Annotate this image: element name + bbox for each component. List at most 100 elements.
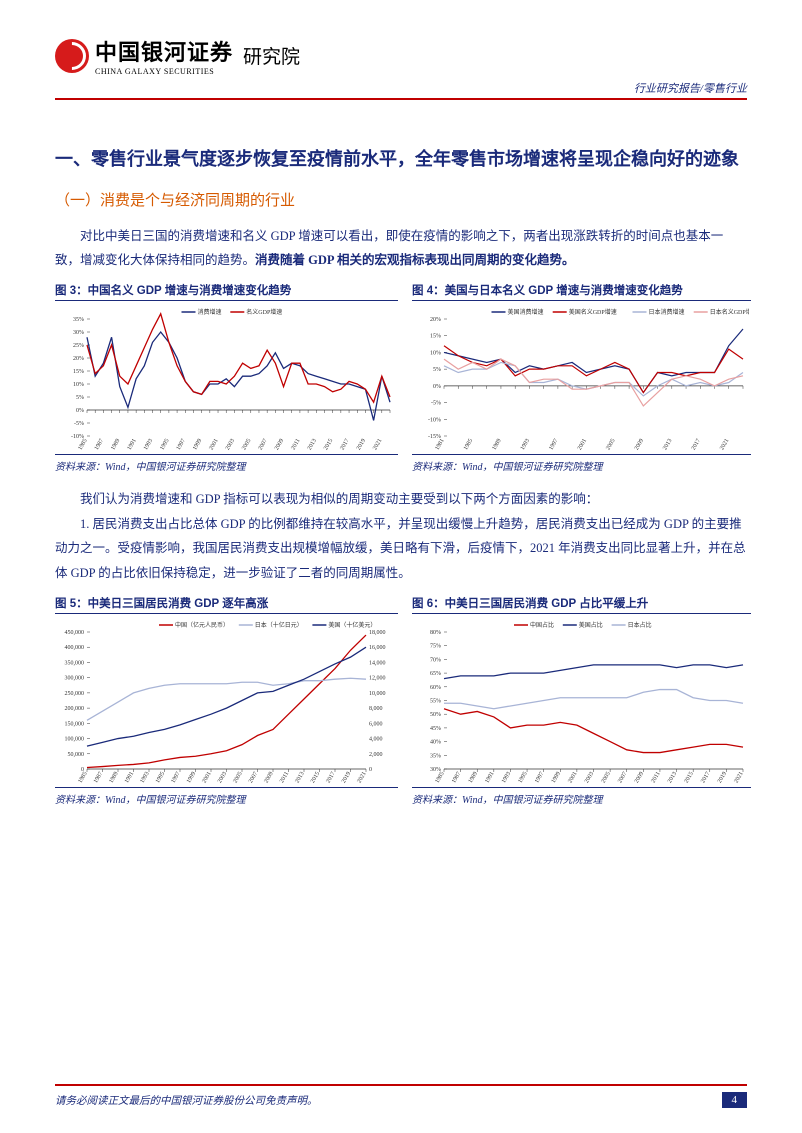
svg-text:2003: 2003 [584,771,595,784]
svg-text:1995: 1995 [155,771,166,784]
svg-text:2009: 2009 [274,438,285,451]
svg-text:25%: 25% [73,343,84,349]
svg-text:300,000: 300,000 [65,676,85,682]
svg-text:1997: 1997 [176,438,187,451]
svg-text:450,000: 450,000 [65,630,85,636]
svg-text:美国占比: 美国占比 [579,621,603,629]
doc-category: 行业研究报告/零售行业 [55,80,747,96]
svg-text:名义GDP增速: 名义GDP增速 [246,308,282,316]
svg-text:40%: 40% [430,740,441,746]
charts-row-1: 图 3：中国名义 GDP 增速与消费增速变化趋势 消费增速名义GDP增速-10%… [55,282,747,473]
svg-text:350,000: 350,000 [65,660,85,666]
svg-text:1993: 1993 [501,771,512,784]
chart-3-source: 资料来源：Wind，中国银河证券研究院整理 [55,458,398,473]
svg-text:2005: 2005 [601,771,612,784]
svg-text:2005: 2005 [233,771,244,784]
svg-text:1989: 1989 [110,438,121,451]
svg-text:1981: 1981 [435,438,446,451]
svg-text:2017: 2017 [700,771,711,784]
svg-text:日本名义GDP增速: 日本名义GDP增速 [710,308,749,316]
svg-text:2009: 2009 [634,771,645,784]
svg-text:2009: 2009 [264,771,275,784]
svg-text:2019: 2019 [341,771,352,784]
svg-text:6,000: 6,000 [369,721,383,727]
svg-text:2021: 2021 [719,438,730,451]
svg-text:2015: 2015 [323,438,334,451]
chart-4-container: 图 4：美国与日本名义 GDP 增速与消费增速变化趋势 美国消费增速 美国名义GD… [412,282,751,473]
svg-text:4,000: 4,000 [369,736,383,742]
svg-text:55%: 55% [430,698,441,704]
svg-text:2009: 2009 [634,438,645,451]
svg-text:70%: 70% [430,657,441,663]
chart-3-title: 图 3：中国名义 GDP 增速与消费增速变化趋势 [55,282,398,298]
svg-text:2005: 2005 [241,438,252,451]
svg-text:20%: 20% [430,317,441,323]
svg-text:2017: 2017 [691,438,702,451]
svg-text:1989: 1989 [468,771,479,784]
chart-3: 消费增速名义GDP增速-10%-5%0%5%10%15%20%25%30%35%… [55,300,398,455]
svg-text:5%: 5% [76,395,84,401]
svg-text:2003: 2003 [217,771,228,784]
chart-4-source: 资料来源：Wind，中国银河证券研究院整理 [412,458,751,473]
svg-text:美国名义GDP增速: 美国名义GDP增速 [569,308,617,316]
svg-text:0%: 0% [433,384,441,390]
svg-text:35%: 35% [73,317,84,323]
svg-text:1987: 1987 [94,438,105,451]
logo-institute: 研究院 [243,42,300,69]
charts-row-2: 图 5：中美日三国居民消费 GDP 逐年高涨 中国（亿元人民币）日本（十亿日元）… [55,595,747,806]
svg-text:35%: 35% [430,753,441,759]
svg-text:1987: 1987 [93,771,104,784]
page-header: 中国银河证券 CHINA GALAXY SECURITIES 研究院 [55,35,747,76]
svg-text:2007: 2007 [617,771,628,784]
svg-text:1985: 1985 [78,771,89,784]
svg-text:2021: 2021 [357,771,368,784]
chart-5: 中国（亿元人民币）日本（十亿日元）美国（十亿美元）050,000100,0001… [55,613,398,788]
svg-text:2001: 2001 [209,438,220,451]
svg-text:12,000: 12,000 [369,676,386,682]
svg-text:10%: 10% [73,382,84,388]
svg-text:15%: 15% [73,369,84,375]
chart-4: 美国消费增速美国名义GDP增速日本消费增速日本名义GDP增速-15%-10%-5… [412,300,751,455]
logo-en: CHINA GALAXY SECURITIES [95,67,233,76]
svg-text:15%: 15% [430,334,441,340]
paragraph-1: 对比中美日三国的消费增速和名义 GDP 增速可以看出，即使在疫情的影响之下，两者… [55,224,747,273]
svg-text:1987: 1987 [451,771,462,784]
svg-text:8,000: 8,000 [369,706,383,712]
svg-text:1993: 1993 [140,771,151,784]
logo-text: 中国银河证券 CHINA GALAXY SECURITIES [95,35,233,76]
chart-6-source: 资料来源：Wind，中国银河证券研究院整理 [412,791,751,806]
svg-text:14,000: 14,000 [369,660,386,666]
svg-text:5%: 5% [433,368,441,374]
svg-text:1985: 1985 [435,771,446,784]
svg-text:日本占比: 日本占比 [628,621,652,629]
svg-text:-10%: -10% [428,418,441,424]
logo-icon [55,39,89,73]
svg-text:100,000: 100,000 [65,736,85,742]
svg-text:1989: 1989 [109,771,120,784]
svg-text:0%: 0% [76,408,84,414]
svg-text:2,000: 2,000 [369,752,383,758]
svg-text:1997: 1997 [534,771,545,784]
svg-text:75%: 75% [430,644,441,650]
svg-text:美国消费增速: 美国消费增速 [508,308,544,316]
svg-text:2011: 2011 [291,438,302,451]
page-footer: 请务必阅读正文最后的中国银河证券股份公司免责声明。 4 [55,1084,747,1108]
svg-text:30%: 30% [73,330,84,336]
footer-disclaimer: 请务必阅读正文最后的中国银河证券股份公司免责声明。 [55,1093,318,1108]
svg-text:1995: 1995 [518,771,529,784]
svg-text:2001: 2001 [202,771,213,784]
svg-text:2017: 2017 [326,771,337,784]
svg-text:150,000: 150,000 [65,721,85,727]
svg-text:2001: 2001 [577,438,588,451]
svg-text:中国占比: 中国占比 [530,621,554,629]
footer-divider [55,1084,747,1086]
svg-text:65%: 65% [430,671,441,677]
svg-text:16,000: 16,000 [369,645,386,651]
svg-text:400,000: 400,000 [65,645,85,651]
svg-text:250,000: 250,000 [65,691,85,697]
svg-text:1995: 1995 [159,438,170,451]
svg-text:2011: 2011 [651,771,662,784]
chart-4-title: 图 4：美国与日本名义 GDP 增速与消费增速变化趋势 [412,282,751,298]
chart-6-title: 图 6：中美日三国居民消费 GDP 占比平缓上升 [412,595,751,611]
paragraph-3: 1. 居民消费支出占比总体 GDP 的比例都维持在较高水平，并呈现出缓慢上升趋势… [55,512,747,585]
